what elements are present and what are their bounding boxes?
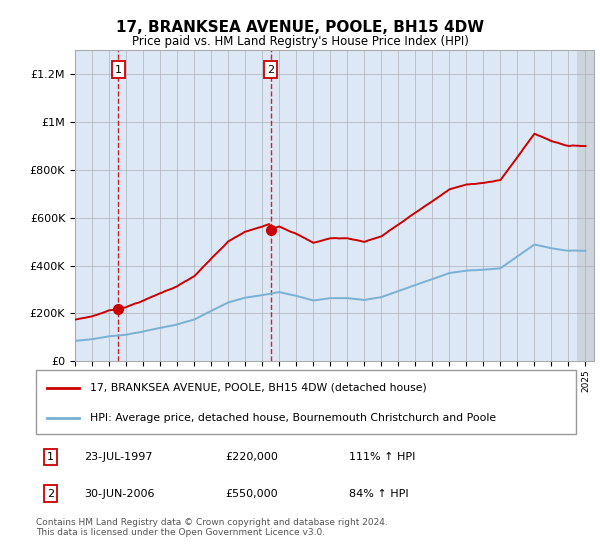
Text: 84% ↑ HPI: 84% ↑ HPI bbox=[349, 488, 409, 498]
FancyBboxPatch shape bbox=[36, 370, 576, 434]
Text: 17, BRANKSEA AVENUE, POOLE, BH15 4DW: 17, BRANKSEA AVENUE, POOLE, BH15 4DW bbox=[116, 20, 484, 35]
Text: £550,000: £550,000 bbox=[225, 488, 278, 498]
Text: 1: 1 bbox=[47, 452, 54, 462]
Text: 2: 2 bbox=[47, 488, 54, 498]
Text: 2: 2 bbox=[267, 64, 274, 74]
Text: 1: 1 bbox=[115, 64, 122, 74]
Text: HPI: Average price, detached house, Bournemouth Christchurch and Poole: HPI: Average price, detached house, Bour… bbox=[90, 413, 496, 423]
Text: Contains HM Land Registry data © Crown copyright and database right 2024.
This d: Contains HM Land Registry data © Crown c… bbox=[36, 518, 388, 538]
Text: 17, BRANKSEA AVENUE, POOLE, BH15 4DW (detached house): 17, BRANKSEA AVENUE, POOLE, BH15 4DW (de… bbox=[90, 382, 427, 393]
Bar bbox=[577, 50, 594, 361]
Text: 111% ↑ HPI: 111% ↑ HPI bbox=[349, 452, 416, 462]
Text: 30-JUN-2006: 30-JUN-2006 bbox=[85, 488, 155, 498]
Text: Price paid vs. HM Land Registry's House Price Index (HPI): Price paid vs. HM Land Registry's House … bbox=[131, 35, 469, 48]
Text: 23-JUL-1997: 23-JUL-1997 bbox=[85, 452, 153, 462]
Text: £220,000: £220,000 bbox=[225, 452, 278, 462]
